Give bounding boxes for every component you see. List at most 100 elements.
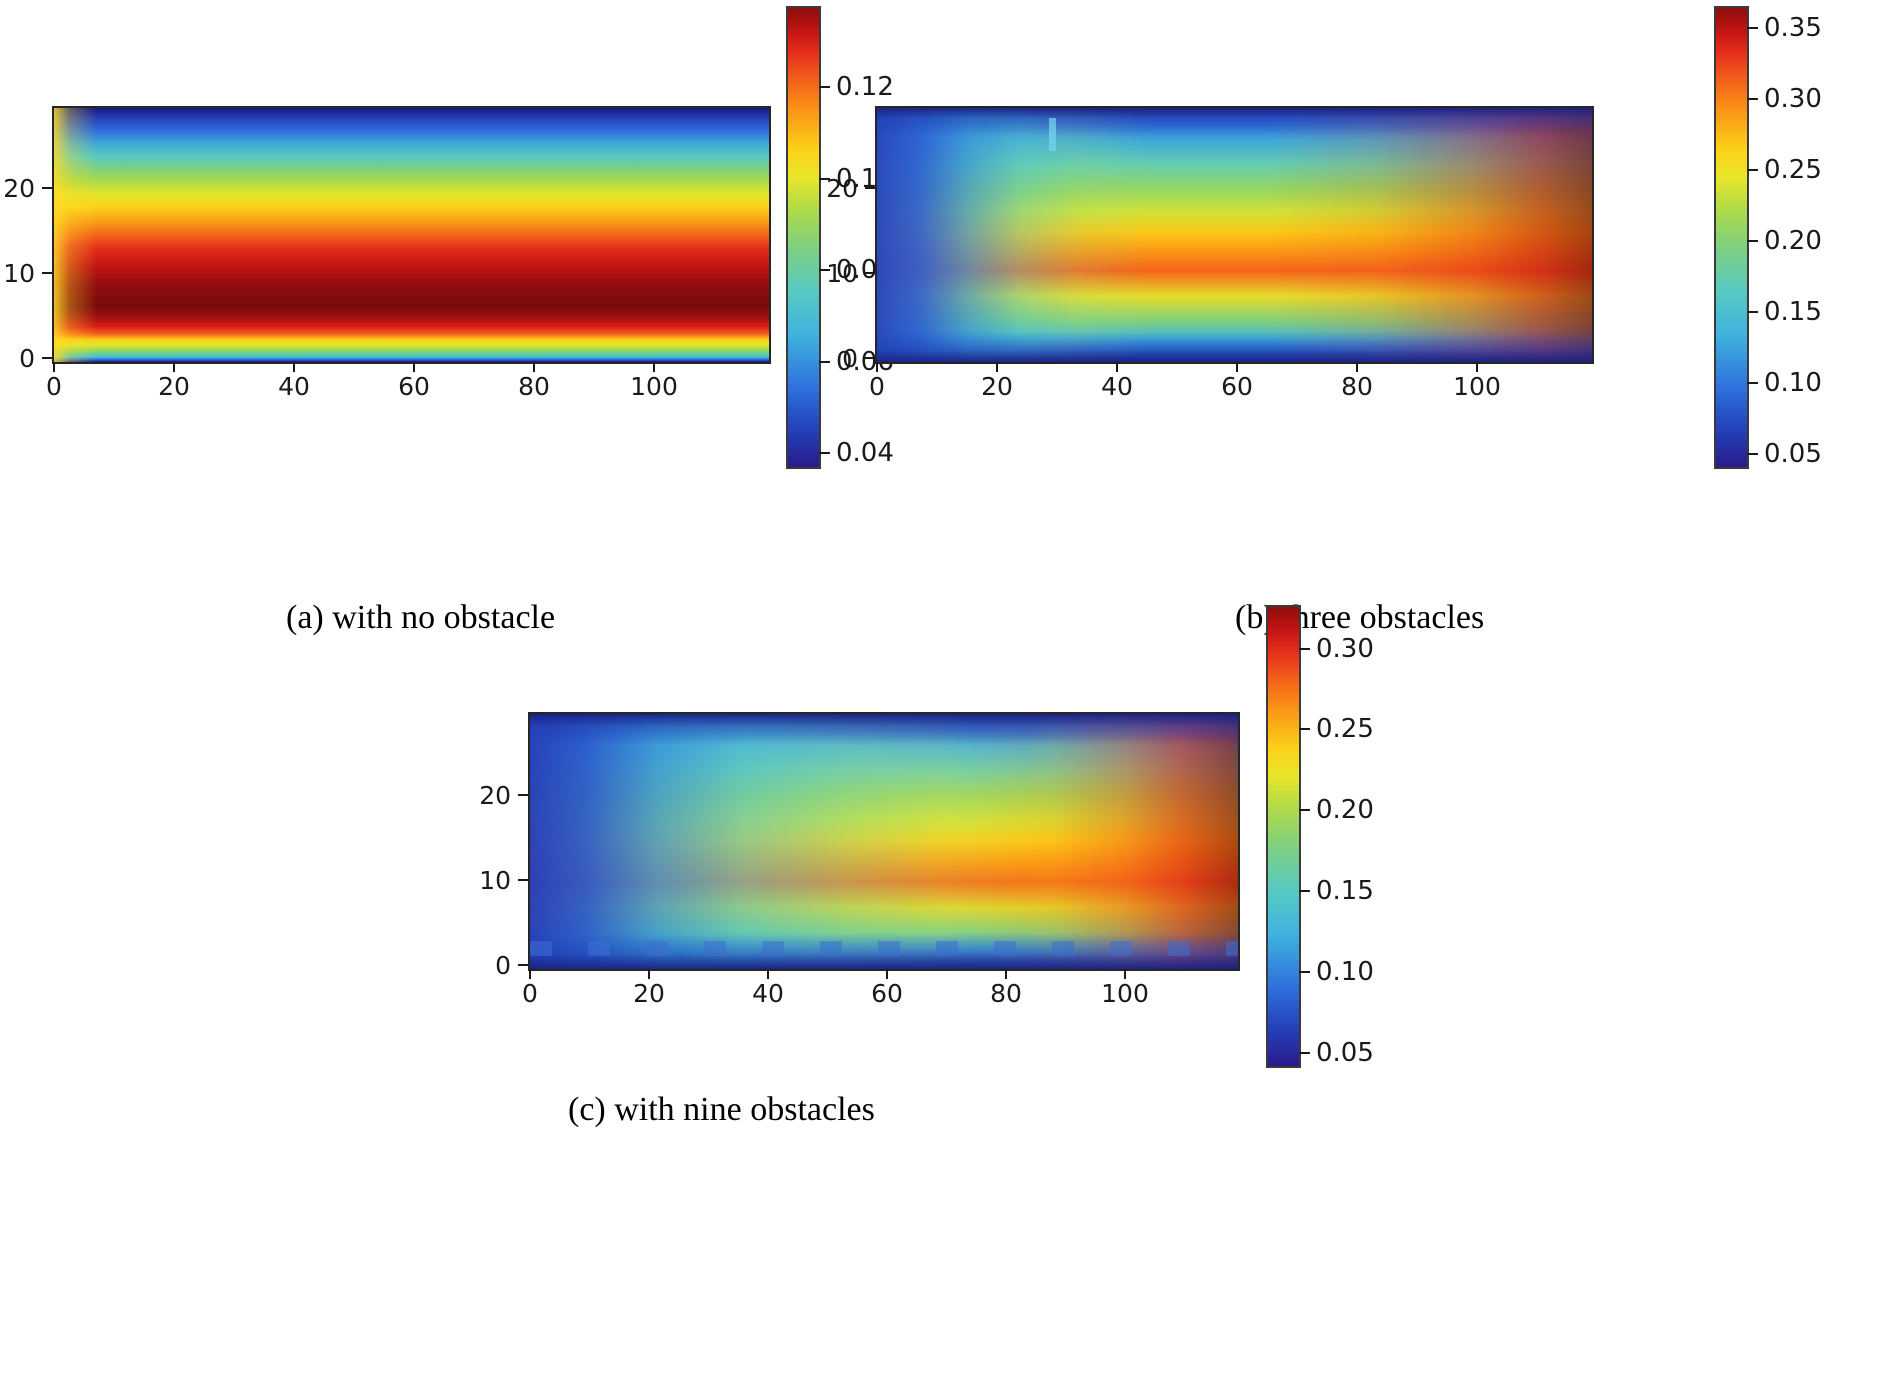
x-tick-b-80 [1356,362,1358,372]
y-tick-b-20 [865,187,875,189]
y-tick-a-20 [42,187,52,189]
x-tick-b-20 [996,362,998,372]
x-tick-a-0 [53,362,55,372]
x-tick-b-100 [1476,362,1478,372]
colorbar-b-label-6: 0.05 [1764,439,1822,469]
x-tick-b-40 [1116,362,1118,372]
colorbar-b-tick-3 [1747,240,1758,242]
caption-c: (c) with nine obstacles [568,1091,875,1128]
heatmap-a-field [54,108,769,362]
x-tick-b-0 [876,362,878,372]
x-label-c-100: 100 [1101,979,1149,1008]
x-label-b-60: 60 [1221,372,1253,401]
y-tick-c-0 [518,964,528,966]
colorbar-a-label-4: 0.04 [836,438,894,468]
x-tick-a-40 [293,362,295,372]
colorbar-a-label-0: 0.12 [836,72,894,102]
x-tick-c-40 [767,969,769,979]
colorbar-a [786,6,821,469]
y-tick-a-10 [42,272,52,274]
colorbar-c-tick-0 [1299,648,1310,650]
colorbar-a-tick-3 [819,361,830,363]
colorbar-c-label-2: 0.20 [1316,795,1374,825]
colorbar-a-tick-1 [819,178,830,180]
heatmap-c-walls [530,714,1238,969]
y-label-c-10: 10 [479,866,511,895]
y-tick-b-10 [865,272,875,274]
x-label-a-80: 80 [518,372,550,401]
x-label-a-20: 20 [158,372,190,401]
colorbar-b-gradient [1716,8,1747,467]
x-tick-c-0 [529,969,531,979]
colorbar-b-tick-1 [1747,98,1758,100]
x-label-b-80: 80 [1341,372,1373,401]
x-label-a-60: 60 [398,372,430,401]
y-tick-a-0 [42,357,52,359]
colorbar-b [1714,6,1749,469]
heatmap-a-entrance-core [54,108,769,362]
y-label-a-20: 20 [3,174,35,203]
x-label-b-40: 40 [1101,372,1133,401]
colorbar-b-tick-5 [1747,382,1758,384]
heatmap-b-obstacle-mark [1048,118,1057,152]
colorbar-c-tick-2 [1299,809,1310,811]
panel-a: 0 10 20 0 20 40 60 80 100 0.12 0.10 0.08… [0,0,950,660]
y-label-a-0: 0 [19,344,35,373]
colorbar-c-label-4: 0.10 [1316,957,1374,987]
x-label-c-0: 0 [522,979,538,1008]
x-label-a-0: 0 [46,372,62,401]
caption-a: (a) with no obstacle [286,599,556,636]
x-tick-c-20 [648,969,650,979]
heatmap-b-walls [877,108,1592,362]
y-label-c-0: 0 [495,951,511,980]
colorbar-a-tick-2 [819,269,830,271]
y-label-c-20: 20 [479,781,511,810]
colorbar-c-tick-3 [1299,890,1310,892]
colorbar-c-gradient [1268,607,1299,1066]
colorbar-b-label-1: 0.30 [1764,84,1822,114]
colorbar-a-gradient [788,8,819,467]
colorbar-c-label-5: 0.05 [1316,1038,1374,1068]
heatmap-b [875,106,1594,364]
x-tick-a-60 [413,362,415,372]
colorbar-c-tick-4 [1299,971,1310,973]
x-tick-a-80 [533,362,535,372]
x-tick-a-20 [173,362,175,372]
y-label-b-0: 0 [842,344,858,373]
y-label-b-20: 20 [826,174,858,203]
colorbar-b-tick-4 [1747,311,1758,313]
x-label-b-100: 100 [1453,372,1501,401]
panel-c: 0 10 20 0 20 40 60 80 100 0.30 0.25 0.20… [0,605,1900,1389]
colorbar-c-tick-5 [1299,1052,1310,1054]
colorbar-c [1266,605,1301,1068]
colorbar-a-tick-0 [819,86,830,88]
y-tick-c-10 [518,879,528,881]
x-label-a-100: 100 [630,372,678,401]
colorbar-b-label-0: 0.35 [1764,13,1822,43]
colorbar-c-label-1: 0.25 [1316,714,1374,744]
y-tick-c-20 [518,794,528,796]
x-tick-b-60 [1236,362,1238,372]
colorbar-b-tick-0 [1747,27,1758,29]
colorbar-c-label-0: 0.30 [1316,634,1374,664]
colorbar-b-label-5: 0.10 [1764,368,1822,398]
colorbar-c-label-3: 0.15 [1316,876,1374,906]
x-label-c-60: 60 [871,979,903,1008]
x-label-b-20: 20 [981,372,1013,401]
y-tick-b-0 [865,357,875,359]
heatmap-c [528,712,1240,971]
heatmap-a-entrance [54,108,769,362]
x-tick-c-80 [1005,969,1007,979]
x-label-c-20: 20 [633,979,665,1008]
x-label-b-0: 0 [869,372,885,401]
panel-b: 0 10 20 0 20 40 60 80 100 0.35 0.30 0.25… [826,0,1900,660]
x-label-a-40: 40 [278,372,310,401]
colorbar-b-tick-2 [1747,169,1758,171]
colorbar-a-tick-4 [819,452,830,454]
y-label-b-10: 10 [826,259,858,288]
y-label-a-10: 10 [3,259,35,288]
heatmap-c-obstacle-marks [530,940,1238,957]
x-tick-c-60 [886,969,888,979]
colorbar-c-tick-1 [1299,728,1310,730]
x-label-c-80: 80 [990,979,1022,1008]
